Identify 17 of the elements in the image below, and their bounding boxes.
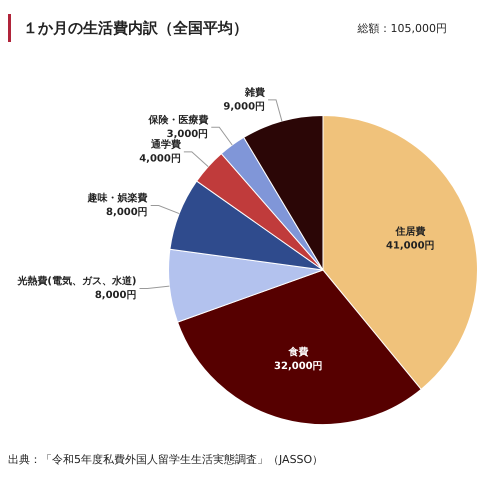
data-label: 3,000円 bbox=[166, 128, 208, 140]
data-label: 41,000円 bbox=[386, 240, 435, 252]
chart-subtitle: 総額：105,000円 bbox=[358, 20, 447, 36]
data-label: 9,000円 bbox=[223, 101, 266, 112]
slice-label: 通学費 bbox=[150, 138, 181, 150]
data-label: 32,000円 bbox=[274, 360, 323, 372]
slice-label: 食費 bbox=[287, 346, 308, 358]
data-label: 8,000円 bbox=[106, 207, 148, 218]
slice-label: 住居費 bbox=[394, 225, 426, 238]
data-label: 4,000円 bbox=[139, 153, 181, 164]
slice-label: 光熱費(電気、ガス、水道) bbox=[16, 275, 136, 288]
slice-label: 趣味・娯楽費 bbox=[86, 192, 148, 204]
data-label: 8,000円 bbox=[94, 290, 136, 302]
source-note: 出典：「令和5年度私費外国人留学生生活実態調査」（JASSO） bbox=[8, 452, 324, 467]
chart-title: １か月の生活費内訳（全国平均） bbox=[23, 18, 248, 38]
slice-label: 保険・医療費 bbox=[147, 114, 208, 126]
slice-label: 雑費 bbox=[244, 86, 266, 98]
